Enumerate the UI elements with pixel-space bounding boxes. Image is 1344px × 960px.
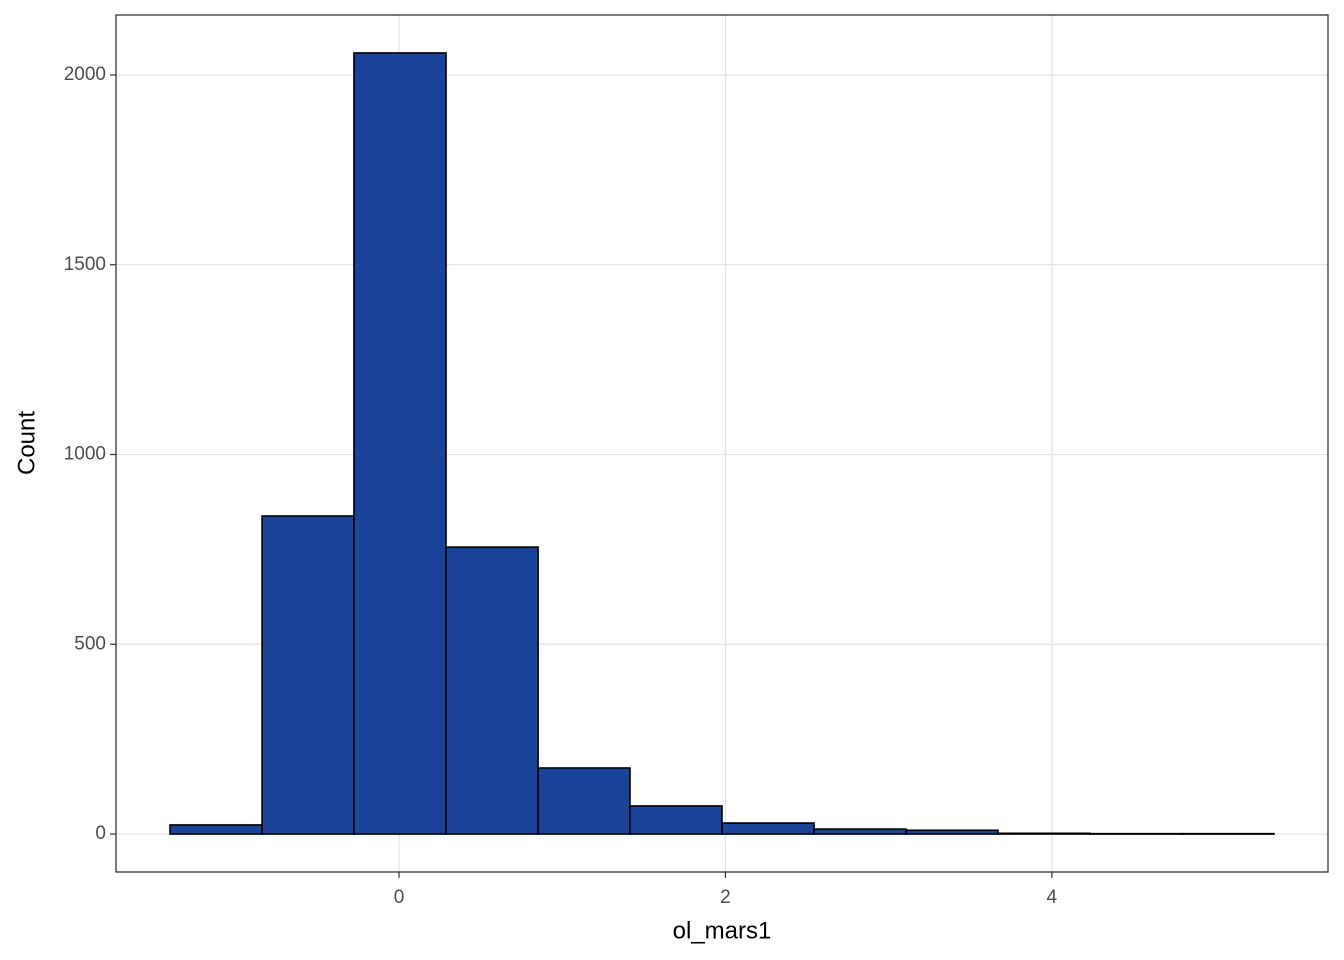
bar xyxy=(445,546,539,835)
panel-border xyxy=(115,14,1329,873)
bar xyxy=(905,829,999,835)
y-tick-label: 1000 xyxy=(64,444,106,465)
bar xyxy=(997,832,1091,835)
y-tick-label: 1500 xyxy=(64,254,106,275)
bar xyxy=(537,767,631,835)
x-tick-label: 2 xyxy=(720,887,731,908)
y-axis-title: Count xyxy=(13,411,40,475)
y-tick-label: 0 xyxy=(95,823,106,844)
bar xyxy=(261,515,355,835)
x-tick-label: 4 xyxy=(1047,887,1058,908)
x-tick-label: 0 xyxy=(394,887,405,908)
bar xyxy=(353,52,447,835)
x-axis-title: ol_mars1 xyxy=(673,917,772,944)
y-tick-label: 2000 xyxy=(64,64,106,85)
bar xyxy=(629,805,723,835)
bar xyxy=(813,828,907,835)
y-tick-label: 500 xyxy=(74,633,106,654)
bar xyxy=(169,824,263,835)
bar xyxy=(721,822,815,835)
